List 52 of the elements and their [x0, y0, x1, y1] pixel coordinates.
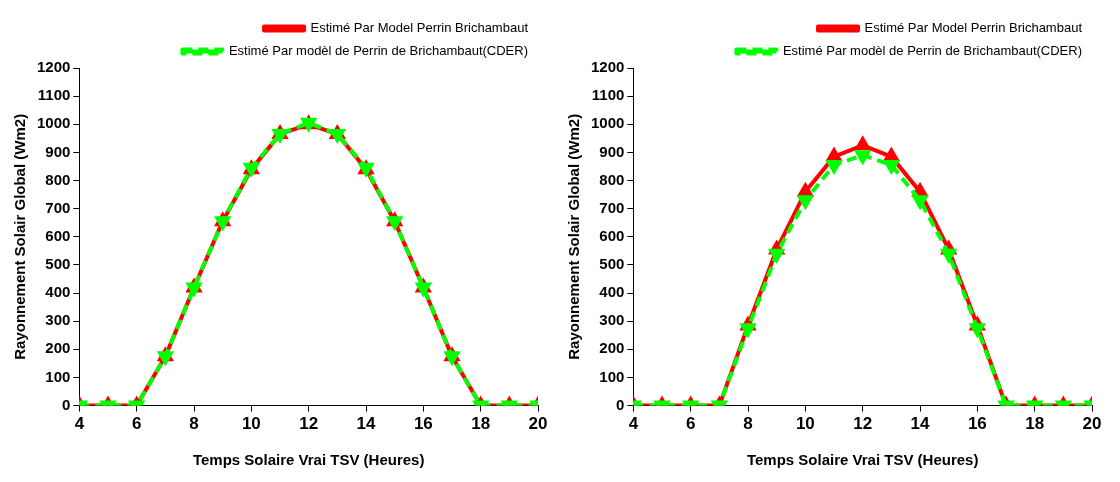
x-tick-label: 4: [628, 414, 639, 434]
legend-label: Estimé Par Model Perrin Brichambaut: [864, 20, 1083, 36]
y-tick-label: 500: [599, 255, 625, 273]
y-tick-label: 1100: [591, 86, 625, 104]
x-tick-label: 8: [189, 414, 199, 434]
y-tick-label: 1000: [36, 114, 71, 132]
x-tick-label: 6: [685, 414, 696, 434]
x-tick-label: 18: [1025, 414, 1045, 434]
x-tick-label: 4: [74, 414, 85, 434]
x-tick-label: 10: [241, 414, 261, 434]
x-axis-title: Temps Solaire Vrai TSV (Heures): [192, 451, 425, 469]
y-tick-label: 700: [45, 198, 71, 216]
x-tick-label: 14: [356, 414, 377, 434]
y-tick-label: 200: [45, 339, 71, 357]
x-tick-label: 20: [1082, 414, 1102, 434]
x-tick-label: 6: [131, 414, 142, 434]
y-tick-label: 1000: [590, 114, 625, 132]
y-axis-title: Rayonnement Solair Global (Wm2): [565, 113, 583, 360]
y-axis-title: Rayonnement Solair Global (Wm2): [11, 113, 29, 360]
x-tick-label: 12: [299, 414, 319, 434]
y-tick-label: 300: [45, 311, 71, 329]
x-tick-label: 14: [910, 414, 931, 434]
y-tick-label: 0: [616, 395, 625, 413]
y-tick-label: 0: [62, 395, 71, 413]
y-tick-label: 100: [45, 367, 71, 385]
y-tick-label: 600: [45, 226, 71, 244]
y-tick-label: 900: [599, 142, 625, 160]
y-tick-label: 1100: [37, 86, 71, 104]
y-tick-label: 400: [599, 283, 625, 301]
y-tick-label: 500: [45, 255, 71, 273]
y-tick-label: 1200: [36, 58, 71, 76]
y-tick-label: 900: [45, 142, 71, 160]
y-tick-label: 1200: [590, 58, 625, 76]
y-tick-label: 800: [45, 170, 71, 188]
y-tick-label: 600: [599, 226, 625, 244]
x-tick-label: 20: [528, 414, 548, 434]
x-axis-title: Temps Solaire Vrai TSV (Heures): [746, 451, 979, 469]
y-tick-label: 300: [599, 311, 625, 329]
x-tick-label: 16: [967, 414, 987, 434]
x-tick-label: 16: [413, 414, 433, 434]
legend-label: Estimé Par modèl de Perrin de Brichambaut(CDER): [782, 43, 1082, 59]
y-tick-label: 800: [599, 170, 625, 188]
legend-label: Estimé Par Model Perrin Brichambaut: [310, 20, 529, 36]
y-tick-label: 700: [599, 198, 625, 216]
x-tick-label: 12: [853, 414, 873, 434]
y-tick-label: 200: [599, 339, 625, 357]
x-tick-label: 10: [795, 414, 815, 434]
legend-label: Estimé Par modèl de Perrin de Brichambaut(CDER): [228, 43, 528, 59]
y-tick-label: 100: [599, 367, 625, 385]
x-tick-label: 18: [471, 414, 491, 434]
y-tick-label: 400: [45, 283, 71, 301]
x-tick-label: 8: [743, 414, 753, 434]
